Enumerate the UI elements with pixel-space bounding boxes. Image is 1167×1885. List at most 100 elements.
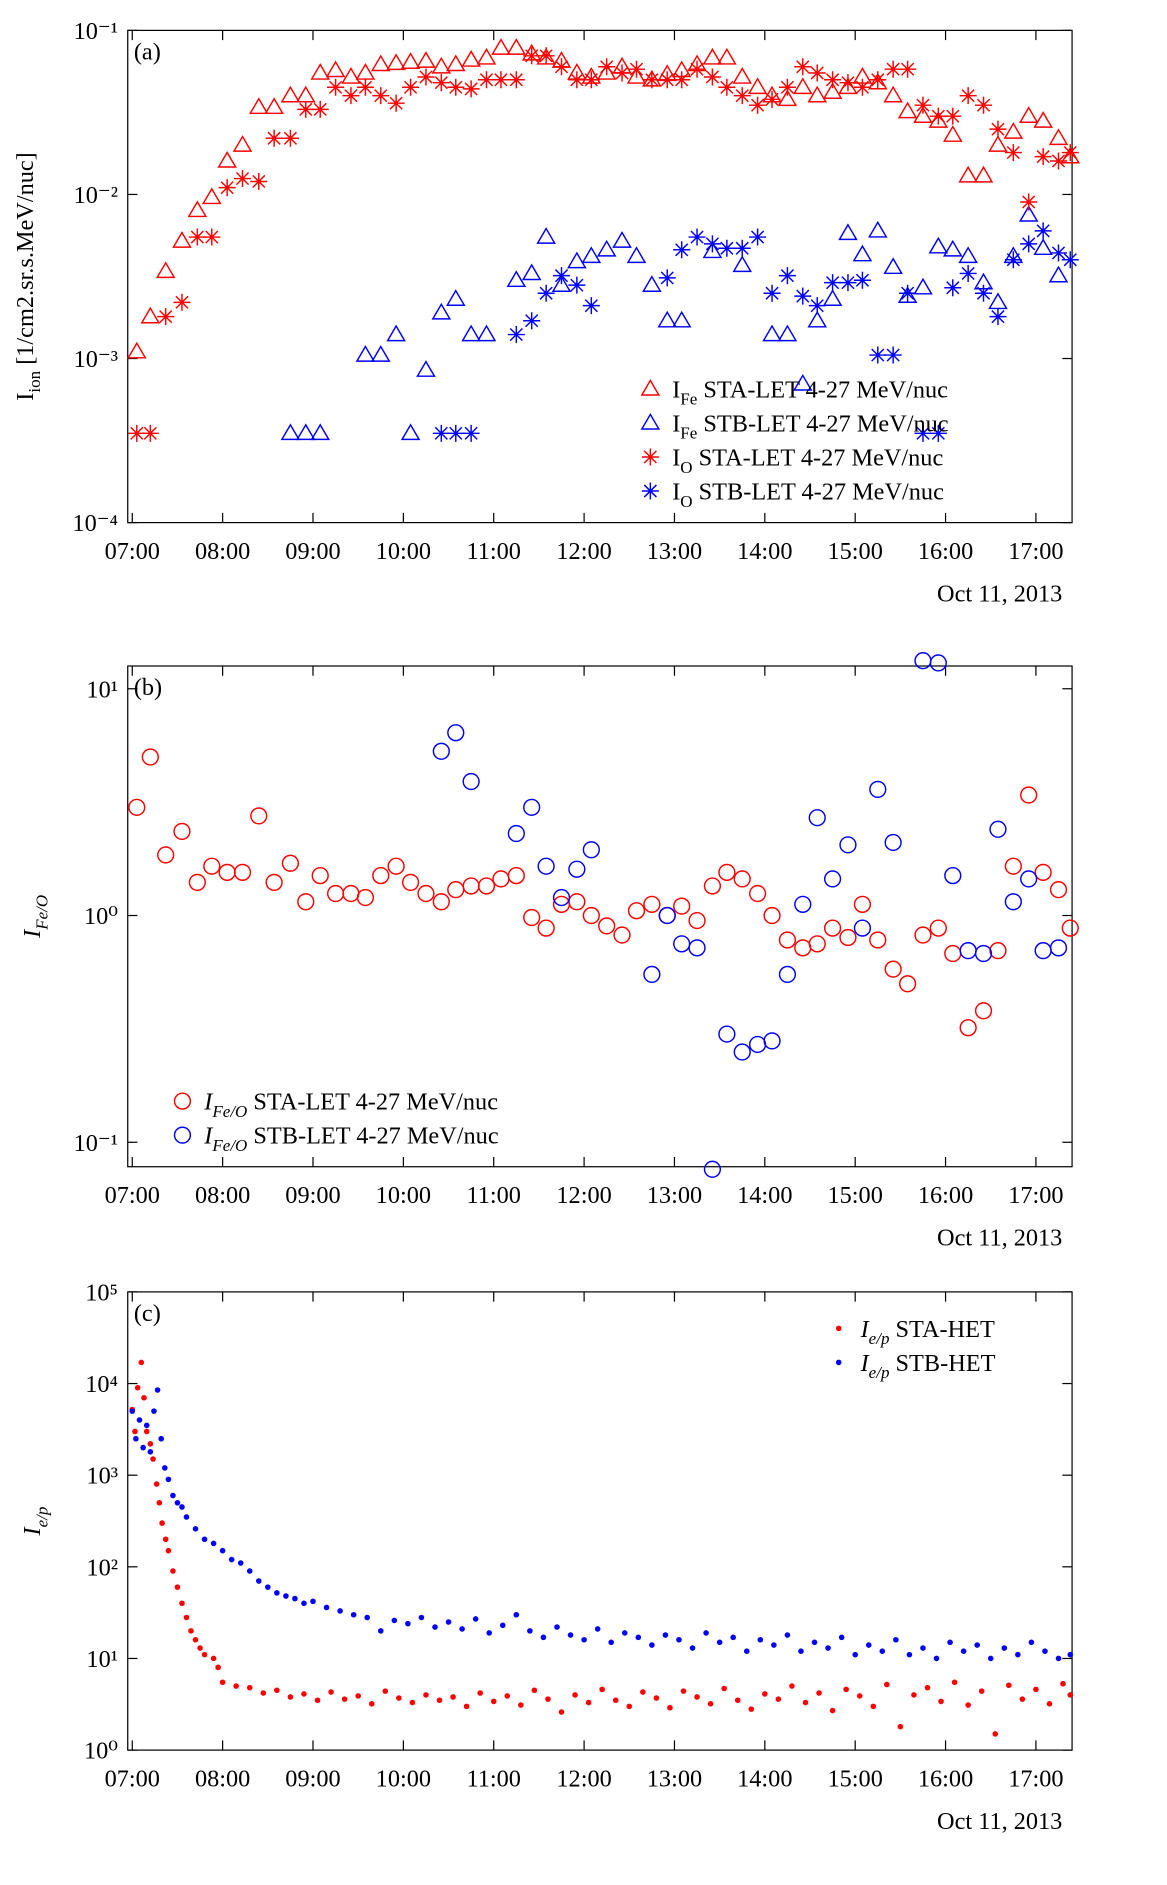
data-point (730, 1634, 736, 1641)
data-point (838, 1634, 845, 1641)
data-point (775, 1696, 782, 1702)
data-point (718, 1025, 736, 1043)
data-point (823, 870, 842, 888)
data-point (504, 1693, 511, 1699)
data-point (1048, 128, 1069, 146)
legend-label-part: STB-LET 4-27 MeV/nuc (693, 479, 944, 506)
data-point (1020, 786, 1038, 804)
data-point (582, 297, 600, 315)
legend-marker (640, 412, 661, 430)
x-axis-label: Oct 11, 2013 (937, 581, 1062, 608)
y-axis-label: IFe/O (19, 895, 51, 939)
data-point (134, 1384, 141, 1391)
data-point (973, 165, 994, 183)
data-point (246, 1684, 253, 1691)
data-point (218, 863, 236, 881)
data-point (777, 324, 798, 342)
data-point (778, 267, 796, 285)
y-axis-label-part: [1/cm2.sr.s.MeV/nuc] (12, 152, 39, 371)
legend-label-part: Fe (680, 424, 697, 443)
data-point (523, 47, 541, 65)
x-axis-label: Oct 11, 2013 (937, 1225, 1062, 1252)
data-point (568, 860, 586, 878)
data-point (350, 1611, 357, 1618)
legend-label-part: I (860, 1316, 871, 1343)
data-point (688, 60, 706, 78)
data-point (416, 360, 436, 377)
data-point (170, 1492, 176, 1499)
data-point (853, 78, 871, 96)
data-point (1020, 235, 1038, 253)
data-point (523, 312, 541, 330)
data-point (297, 893, 315, 911)
data-point (418, 1614, 425, 1621)
data-point (718, 863, 736, 881)
data-point (718, 239, 736, 257)
y-tick-label: 10² (86, 1554, 118, 1581)
data-point (822, 82, 843, 100)
legend-label-part: Fe/O (211, 1136, 247, 1155)
legend-label-part: I (203, 1089, 214, 1116)
data-point (680, 1688, 687, 1694)
data-point (246, 1568, 253, 1574)
data-point (140, 306, 161, 324)
data-point (337, 1608, 343, 1614)
data-point (965, 1702, 971, 1708)
data-point (865, 1642, 872, 1648)
data-point (432, 424, 450, 442)
data-point (703, 235, 721, 253)
data-point (265, 873, 283, 892)
data-point (717, 47, 737, 65)
data-point (853, 271, 871, 289)
data-point (794, 58, 812, 76)
data-point (447, 78, 465, 96)
data-point (1050, 244, 1068, 262)
data-point (808, 935, 826, 953)
data-point (612, 231, 632, 248)
data-point (763, 284, 781, 302)
data-point (749, 96, 767, 114)
data-point (552, 895, 571, 913)
data-point (688, 939, 706, 957)
data-point (839, 836, 857, 854)
data-point (933, 1655, 940, 1662)
x-tick-label: 16:00 (918, 1766, 973, 1793)
data-point (203, 228, 221, 246)
data-point (179, 1504, 185, 1510)
data-point (626, 246, 647, 264)
x-tick-label: 15:00 (828, 1766, 883, 1793)
data-point (807, 85, 828, 103)
x-tick-label: 17:00 (1008, 1766, 1063, 1793)
data-point (988, 135, 1008, 152)
data-point (643, 71, 661, 89)
data-point (662, 1632, 669, 1638)
data-point (218, 179, 236, 197)
data-point (233, 1683, 239, 1689)
y-tick-label: 10⁰ (84, 1738, 118, 1765)
data-point (732, 67, 753, 84)
data-point (762, 1691, 768, 1697)
data-point (1034, 942, 1052, 960)
data-point (1034, 222, 1052, 240)
data-point (445, 289, 466, 306)
x-tick-label: 17:00 (1008, 1182, 1063, 1209)
data-point (342, 884, 360, 903)
legend-label: IFe/O STB-LET 4-27 MeV/nuc (203, 1123, 499, 1155)
data-point (626, 67, 647, 84)
data-point (868, 220, 888, 238)
data-point (673, 935, 691, 953)
data-point (250, 172, 268, 190)
data-point (150, 1456, 156, 1462)
x-tick-label: 16:00 (918, 538, 973, 565)
data-point (748, 1706, 755, 1712)
data-point (721, 1685, 727, 1692)
data-point (432, 74, 450, 92)
data-point (653, 1695, 660, 1701)
data-point (523, 798, 541, 816)
x-tick-label: 11:00 (467, 1766, 521, 1793)
y-axis-label-part: I (19, 928, 46, 939)
data-point (988, 292, 1008, 310)
y-tick-label: 10³ (86, 1463, 118, 1490)
data-point (531, 1687, 538, 1694)
x-tick-label: 12:00 (556, 1766, 611, 1793)
